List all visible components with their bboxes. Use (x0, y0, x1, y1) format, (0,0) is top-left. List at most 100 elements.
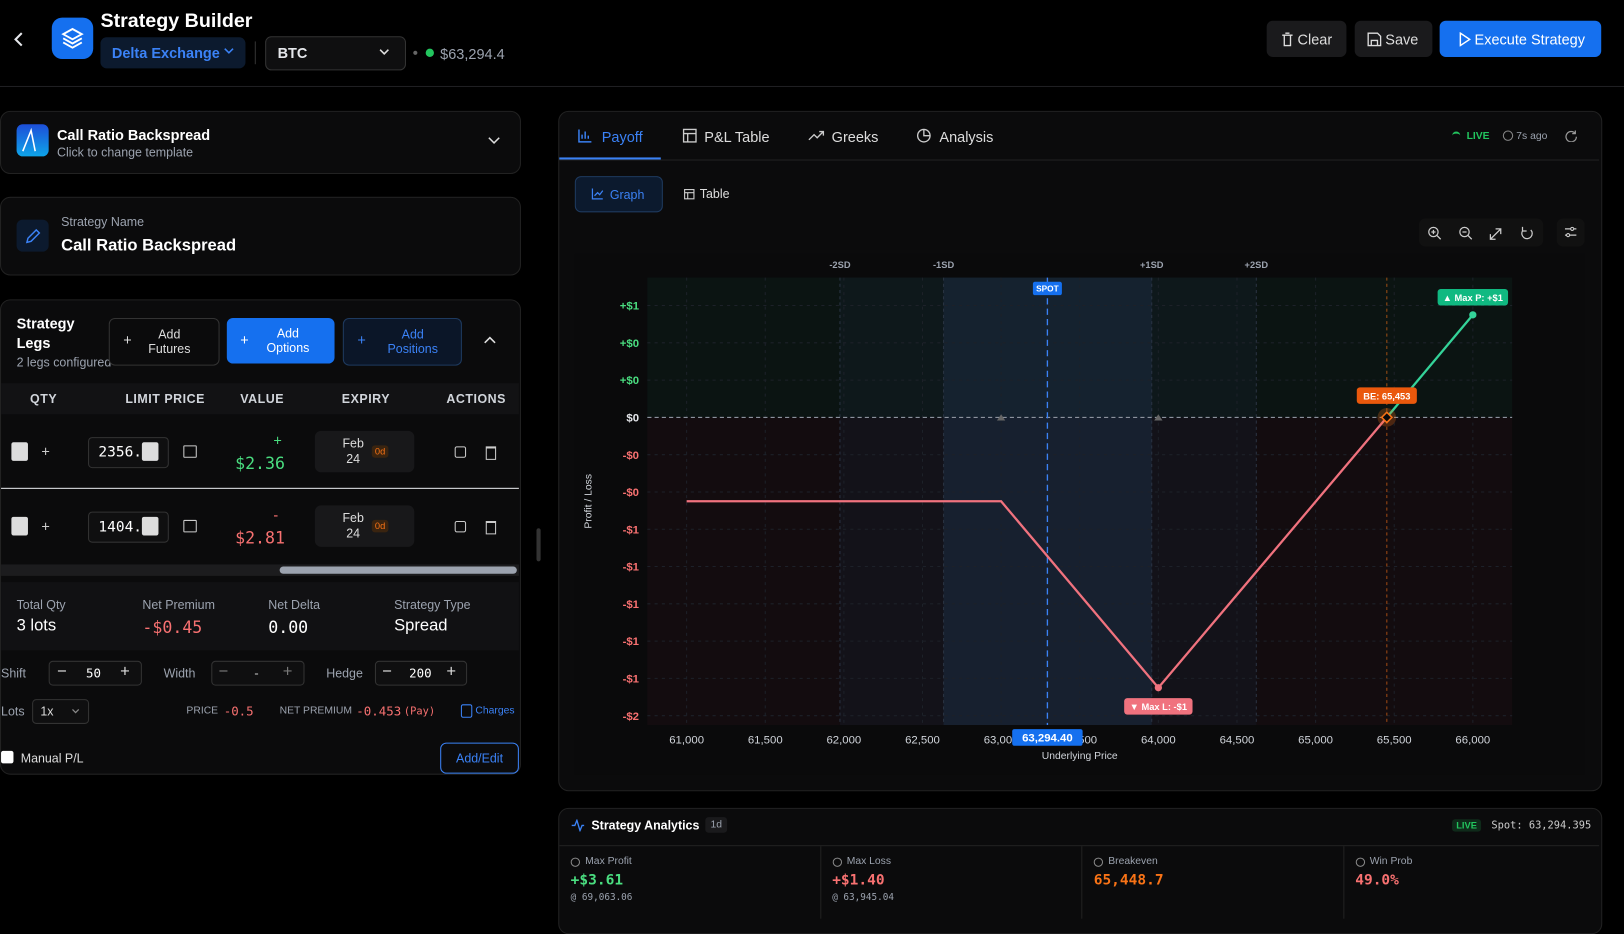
plus[interactable]: + (120, 663, 130, 682)
sd-label: -1SD (933, 260, 954, 270)
spot-price: $63,294.4 (440, 46, 505, 63)
template-hint: Click to change template (57, 145, 193, 159)
delete-icon[interactable] (486, 446, 496, 459)
back-icon[interactable] (11, 31, 25, 48)
minus[interactable]: − (219, 663, 229, 682)
label: Save (1385, 31, 1418, 48)
card-value: +$3.61 (571, 872, 623, 889)
y-tick-label: -$1 (623, 524, 640, 536)
copy-icon[interactable] (455, 446, 466, 457)
minus[interactable]: − (382, 663, 392, 682)
max-profit-label: ▲ Max P: +$1 (1443, 293, 1503, 303)
qty-stepper[interactable] (11, 442, 28, 461)
charges-link[interactable]: Charges (475, 705, 514, 716)
card-sub: @ 63,945.04 (832, 893, 894, 903)
minus[interactable]: − (57, 663, 67, 682)
activity-icon (571, 819, 586, 831)
limit-price: 2356. (98, 444, 142, 461)
leg-value: $2.36 (235, 454, 285, 474)
summary-value: 0.00 (268, 617, 308, 637)
refresh-icon[interactable] (1565, 129, 1577, 141)
separator (255, 41, 256, 64)
card-divider (1343, 846, 1344, 919)
copy-icon[interactable] (455, 521, 466, 532)
app-title: Strategy Builder (100, 10, 252, 33)
collapse-icon[interactable] (484, 336, 496, 344)
sd-label: -2SD (829, 260, 850, 270)
price-label: PRICE (186, 705, 218, 716)
col-header: QTY (30, 391, 57, 406)
summary-label: Total Qty (17, 598, 66, 613)
y-axis-label: Profit / Loss (583, 474, 594, 529)
qty-plus[interactable]: + (41, 443, 49, 460)
summary-value: Spread (394, 617, 447, 636)
book-icon (183, 445, 196, 457)
manual-checkbox[interactable] (1, 751, 13, 763)
x-tick-label: 65,500 (1377, 735, 1412, 747)
scroll-thumb[interactable] (280, 567, 517, 574)
plus[interactable]: + (446, 663, 456, 682)
book-icon (183, 520, 196, 532)
col-header: EXPIRY (342, 391, 390, 406)
expiry: Feb 24 (340, 436, 367, 467)
tab[interactable]: Payoff (602, 128, 643, 145)
trash-icon (1280, 32, 1295, 46)
legs-subtitle: 2 legs configured (17, 355, 112, 370)
price-value: -0.5 (224, 704, 254, 719)
control-label: Shift (1, 666, 26, 681)
net-premium-label: NET PREMIUM (280, 705, 352, 716)
graph-view[interactable]: Graph (575, 176, 663, 212)
dot (413, 51, 417, 55)
summary-value: 3 lots (17, 617, 57, 636)
y-tick-label: -$1 (623, 636, 640, 648)
control-label: Hedge (326, 666, 363, 681)
tab[interactable]: Greeks (832, 128, 879, 145)
y-tick-label: -$0 (623, 487, 639, 499)
clear-button[interactable]: Clear (1267, 21, 1347, 57)
card-label: Win Prob (1370, 855, 1413, 866)
plus-icon: + (357, 331, 365, 348)
asset: BTC (278, 45, 308, 62)
plus-icon: + (123, 331, 131, 348)
resize-handle[interactable] (536, 528, 540, 561)
price-spin (142, 517, 159, 536)
tab[interactable]: P&L Table (704, 128, 769, 145)
live-badge: LIVE (1452, 819, 1481, 831)
delete-icon[interactable] (486, 521, 496, 534)
analytics-title: Strategy Analytics (591, 818, 699, 832)
tab-icon (808, 129, 825, 141)
label: Clear (1298, 31, 1333, 48)
days-badge: 0d (372, 445, 389, 457)
x-tick-label: 62,500 (905, 735, 940, 747)
card-label: Max Profit (585, 855, 632, 866)
col-header: ACTIONS (446, 391, 506, 406)
tab[interactable]: Analysis (939, 128, 993, 145)
clock-icon (1503, 130, 1513, 140)
y-tick-label: -$2 (623, 711, 639, 723)
y-tick-label: -$1 (623, 562, 640, 574)
graph-icon (591, 187, 603, 199)
save-icon (1367, 32, 1381, 46)
analytics-spot: Spot: 63,294.395 (1491, 820, 1591, 831)
shift-value: 50 (86, 666, 101, 681)
sd-label: +1SD (1140, 260, 1164, 270)
zoom-icons (1427, 226, 1543, 241)
add-edit-button[interactable]: Add/Edit (440, 743, 519, 774)
value-sign: + (273, 432, 281, 449)
qty-stepper[interactable] (11, 517, 28, 536)
updated: 7s ago (1516, 130, 1547, 141)
spot-price: 63,294.40 (1022, 733, 1073, 745)
strategy-name[interactable]: Call Ratio Backspread (61, 237, 236, 256)
y-tick-label: -$0 (623, 450, 639, 462)
width-value: - (253, 666, 260, 681)
net-premium-note: (Pay) (404, 706, 435, 717)
hedge-value: 200 (409, 666, 431, 681)
net-premium-value: -0.453 (356, 704, 401, 719)
plus-icon: + (240, 331, 248, 348)
live-status: LIVE (1467, 130, 1490, 141)
qty-plus[interactable]: + (41, 518, 49, 535)
plus[interactable]: + (283, 663, 293, 682)
max-profit-point (1469, 311, 1476, 318)
logo-icon (60, 26, 85, 51)
row-divider (1, 488, 519, 489)
